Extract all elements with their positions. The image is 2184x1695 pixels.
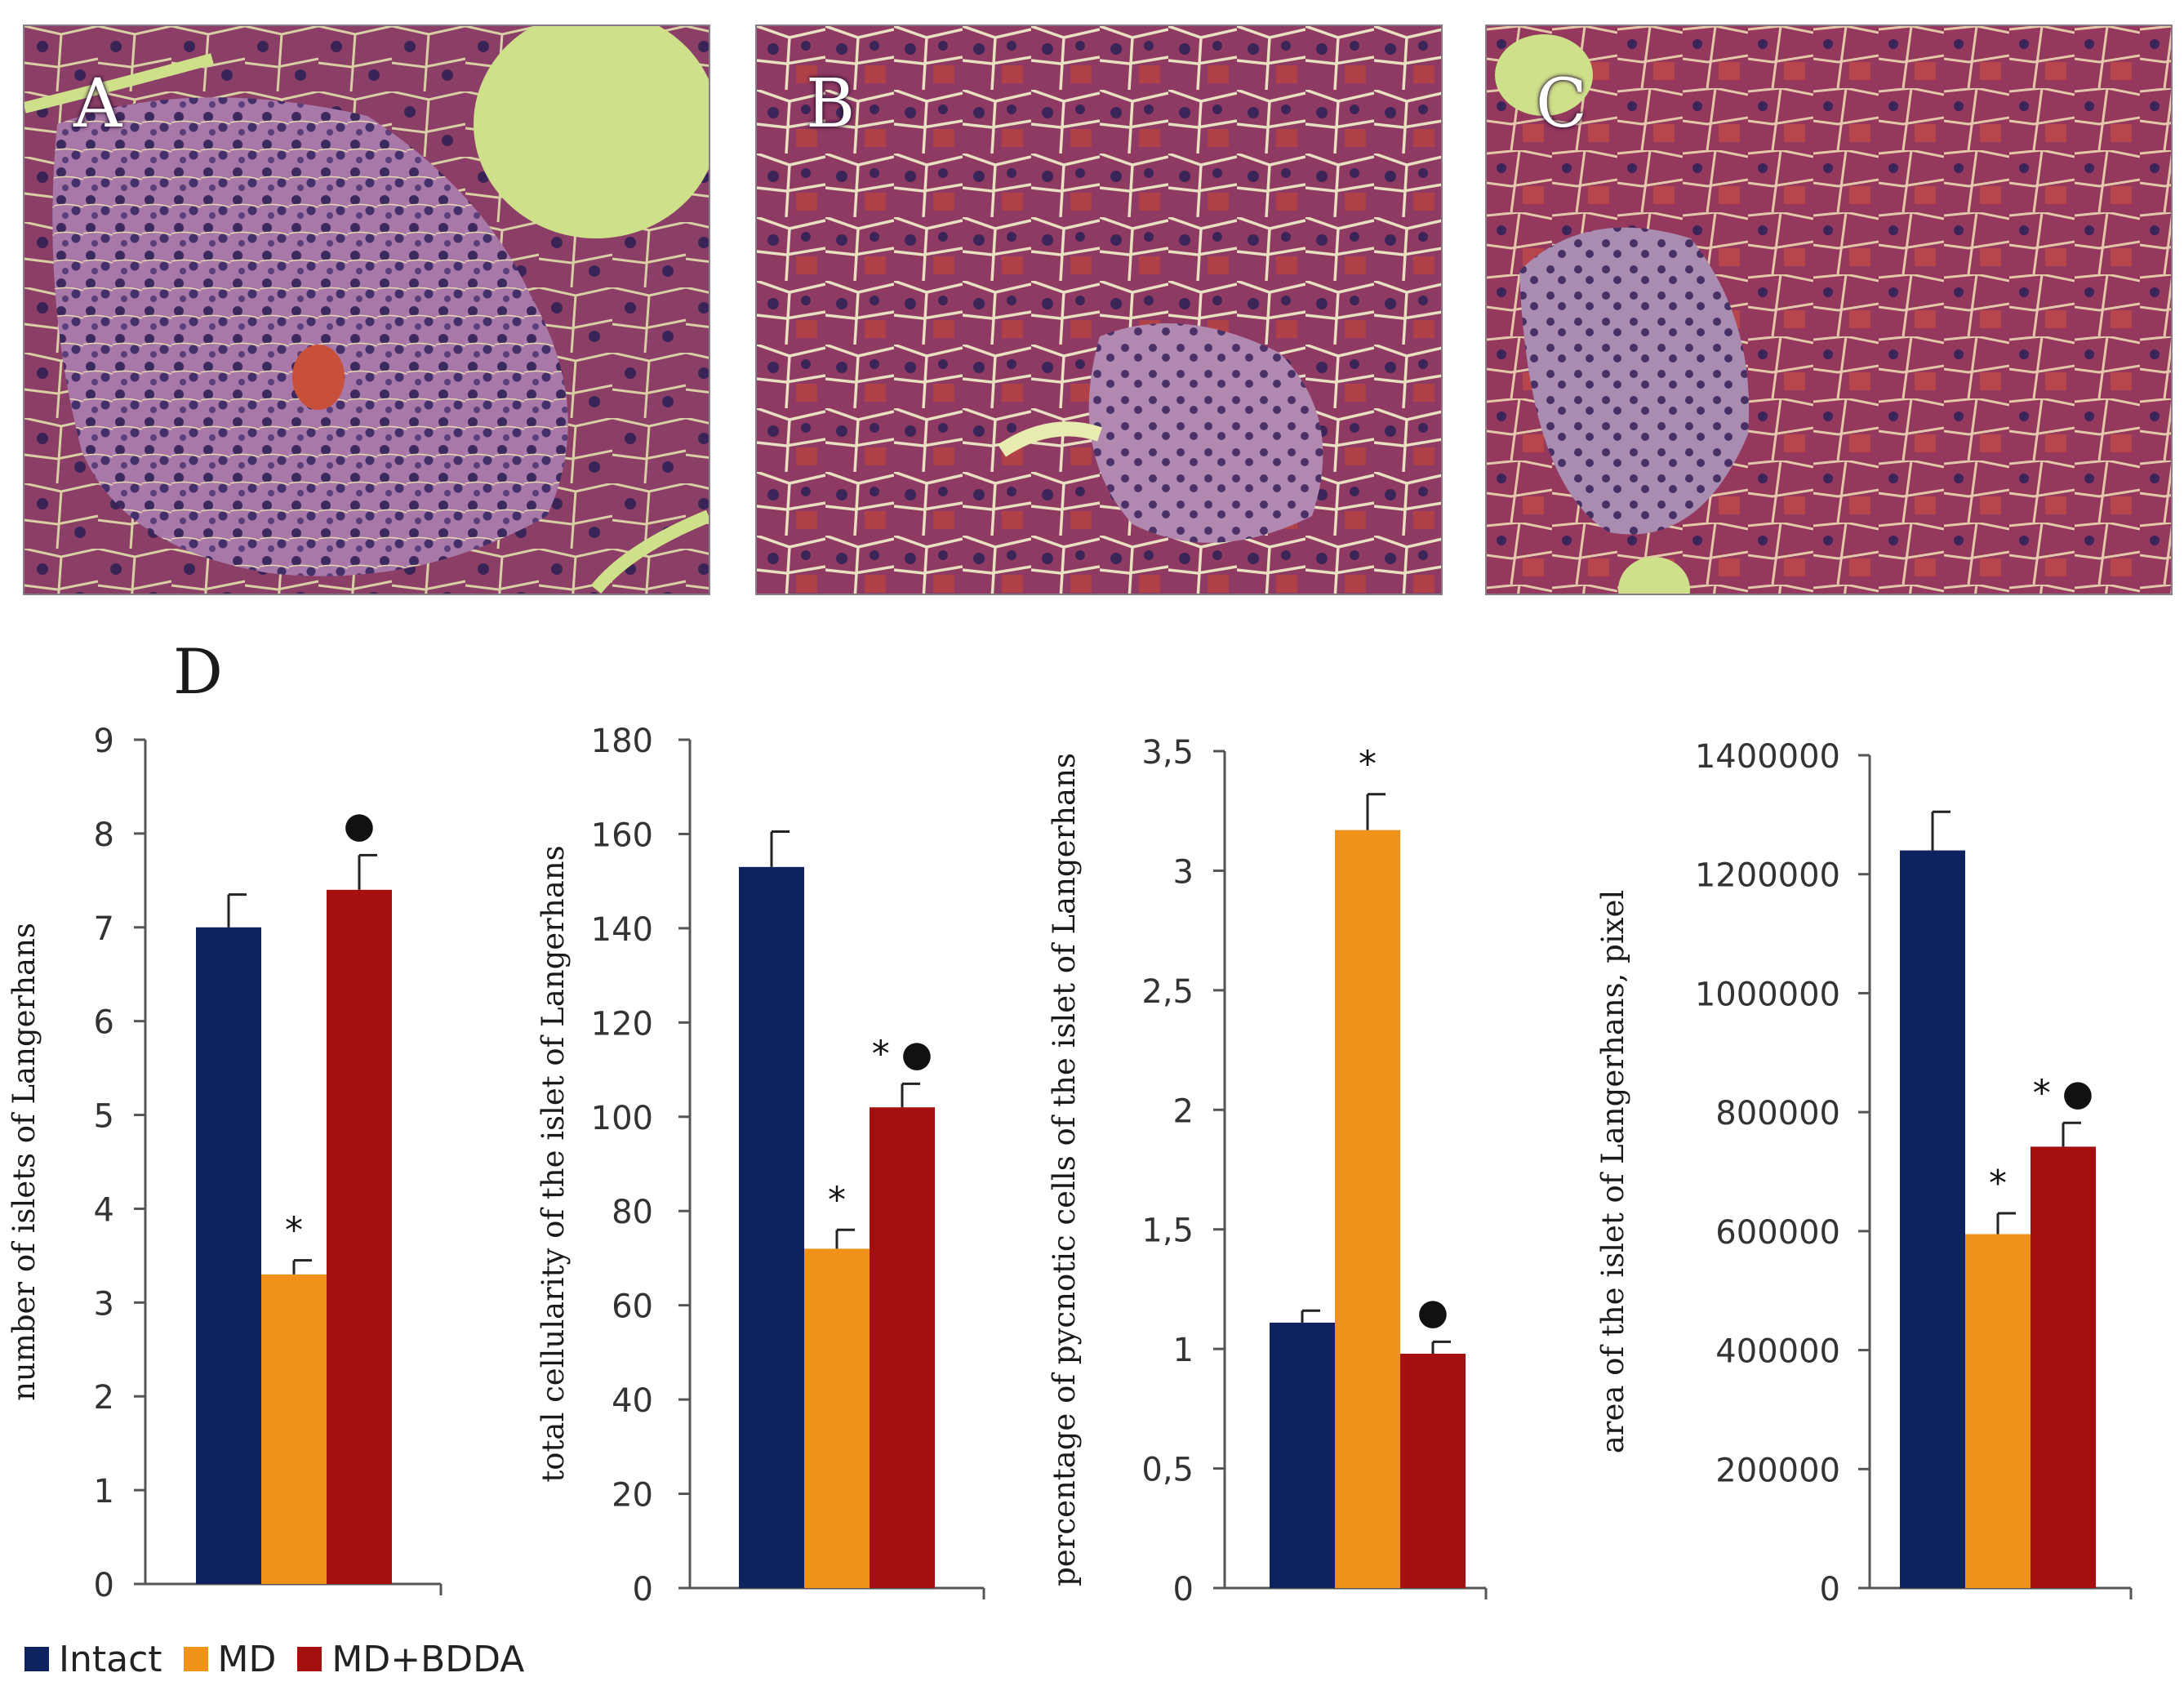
chart-1-significance-mdbdda: ● — [344, 804, 375, 846]
chart-1-tick-label-3: 3 — [94, 1285, 114, 1323]
chart-1-bar-mdbdda — [327, 889, 392, 1584]
chart-3-bar-mdbdda — [1400, 1354, 1466, 1588]
chart-2-bar-intact — [739, 866, 804, 1588]
chart-4-significance-mdbdda: * ● — [2033, 1072, 2093, 1114]
chart-4-tick-label-5: 1000000 — [1695, 976, 1840, 1013]
legend: Intact MD MD+BDDA — [24, 1635, 545, 1684]
chart-1-tick-label-5: 5 — [94, 1098, 114, 1136]
legend-item-intact: Intact — [24, 1639, 162, 1680]
chart-4-tick-label-6: 1200000 — [1695, 857, 1840, 895]
legend-label-intact: Intact — [59, 1638, 162, 1680]
legend-swatch-intact — [24, 1647, 49, 1671]
chart-1-tick-label-8: 8 — [94, 816, 114, 854]
chart-4-tick-label-2: 400000 — [1715, 1333, 1840, 1371]
chart-4-tick-label-4: 800000 — [1715, 1095, 1840, 1132]
chart-3-tick-label-5: 2,5 — [1141, 973, 1194, 1011]
micrograph-a-image — [24, 26, 709, 594]
chart-4-bar-mdbdda — [2031, 1146, 2096, 1588]
panel-label-a: A — [73, 65, 122, 143]
legend-label-mdbdda: MD+BDDA — [331, 1638, 525, 1680]
chart-1-significance-md: * — [285, 1210, 303, 1252]
chart-4-bar-md — [1965, 1234, 2031, 1588]
chart-2-tick-label-7: 140 — [591, 911, 653, 949]
chart-3-tick-label-4: 2 — [1173, 1092, 1194, 1130]
legend-item-mdbdda: MD+BDDA — [297, 1639, 524, 1680]
chart-1-tick-label-6: 6 — [94, 1004, 114, 1042]
legend-swatch-mdbdda — [297, 1647, 322, 1671]
chart-3-bar-md — [1335, 830, 1400, 1588]
legend-swatch-md — [183, 1647, 208, 1671]
chart-1-y-axis-title: number of islets of Langerhans — [7, 923, 42, 1401]
chart-2-tick-label-2: 40 — [612, 1382, 653, 1420]
chart-3-bar-intact — [1270, 1322, 1335, 1588]
chart-1-tick-label-9: 9 — [94, 723, 114, 760]
chart-2-tick-label-3: 60 — [612, 1288, 653, 1326]
chart-2-bar-mdbdda — [870, 1107, 935, 1588]
chart-1-tick-label-0: 0 — [94, 1567, 114, 1604]
panel-label-d: D — [173, 635, 223, 708]
chart-1-tick-label-7: 7 — [94, 910, 114, 948]
chart-3-tick-label-1: 0,5 — [1141, 1452, 1194, 1489]
chart-4-significance-md: * — [1989, 1163, 2007, 1204]
panel-label-b: B — [806, 65, 856, 143]
chart-1-bar-intact — [196, 927, 261, 1584]
chart-3-tick-label-0: 0 — [1173, 1571, 1194, 1608]
chart-2-y-axis-title: total cellularity of the islet of Langer… — [536, 845, 571, 1482]
chart-2-significance-md: * — [828, 1179, 846, 1221]
chart-4-tick-label-3: 600000 — [1715, 1214, 1840, 1252]
chart-1-tick-label-1: 1 — [94, 1473, 114, 1510]
chart-2-tick-label-5: 100 — [591, 1100, 653, 1137]
chart-3-tick-label-2: 1 — [1173, 1332, 1194, 1369]
panel-label-c: C — [1536, 65, 1587, 143]
chart-2-tick-label-4: 80 — [612, 1194, 653, 1231]
chart-2-tick-label-1: 20 — [612, 1477, 653, 1515]
chart-4-tick-label-1: 200000 — [1715, 1452, 1840, 1489]
chart-4-tick-label-0: 0 — [1820, 1571, 1840, 1608]
micrograph-b: B — [755, 24, 1443, 595]
micrograph-b-image — [757, 26, 1441, 594]
chart-3-tick-label-7: 3,5 — [1141, 734, 1194, 772]
micrograph-a: A — [23, 24, 710, 595]
chart-4-tick-label-7: 1400000 — [1695, 738, 1840, 776]
chart-2-tick-label-8: 160 — [591, 816, 653, 854]
micrograph-c-image — [1487, 26, 2171, 594]
chart-2-significance-mdbdda: * ● — [872, 1033, 932, 1074]
chart-4-y-axis-title: area of the islet of Langerhans, pixel — [1595, 890, 1630, 1454]
legend-label-md: MD — [217, 1638, 277, 1680]
chart-1-tick-label-2: 2 — [94, 1379, 114, 1417]
chart-3-tick-label-3: 1,5 — [1141, 1212, 1194, 1250]
legend-item-md: MD — [183, 1638, 277, 1680]
micrograph-c: C — [1485, 24, 2173, 595]
chart-3-significance-mdbdda: ● — [1417, 1291, 1448, 1332]
chart-2-bar-md — [804, 1248, 870, 1588]
chart-2-tick-label-9: 180 — [591, 723, 653, 760]
chart-2-tick-label-0: 0 — [633, 1571, 653, 1608]
chart-1-tick-label-4: 4 — [94, 1191, 114, 1229]
chart-1-bar-md — [261, 1274, 327, 1584]
chart-4-bar-intact — [1900, 850, 1965, 1588]
chart-3-y-axis-title: percentage of pycnotic cells of the isle… — [1047, 753, 1082, 1586]
chart-3-significance-md: * — [1359, 744, 1377, 785]
chart-3-tick-label-6: 3 — [1173, 853, 1194, 891]
chart-2-tick-label-6: 120 — [591, 1005, 653, 1043]
